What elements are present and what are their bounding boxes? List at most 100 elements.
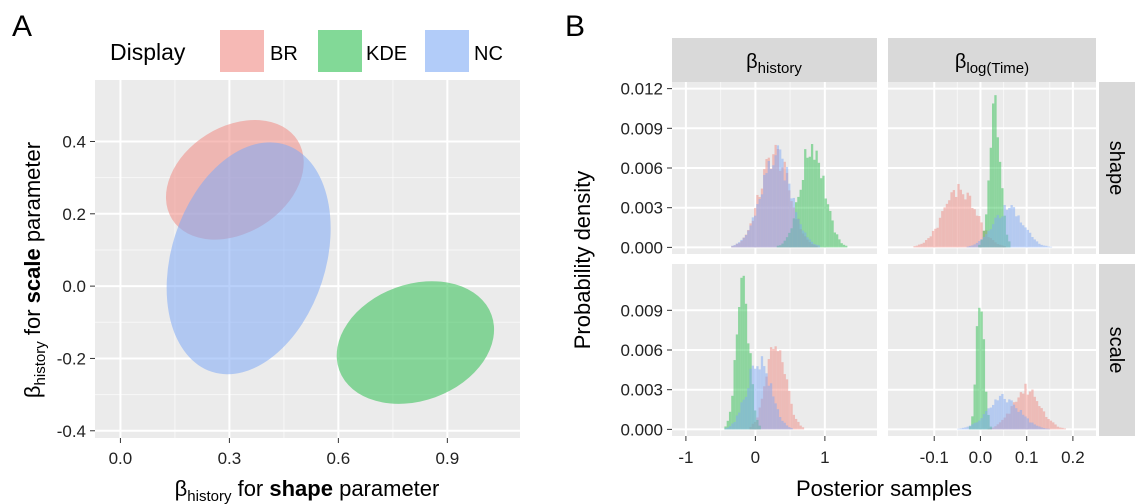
histogram-bar [934,228,937,248]
histogram-bar [1045,416,1048,430]
histogram-bar [747,343,750,430]
histogram-bar [740,277,743,430]
histogram-bar [808,156,811,248]
histogram-bar [961,427,965,430]
histogram-bar [831,220,834,248]
histogram-bar [788,390,791,430]
histogram-bar [781,420,784,430]
histogram-bar [765,173,768,248]
histogram-bar [945,203,949,248]
histogram-bar [948,200,951,248]
histogram-bar [922,242,925,248]
histogram-bar [742,237,745,248]
legend-key-br [220,30,264,72]
histogram-bar [801,230,805,248]
histogram-bar [1063,428,1066,430]
histogram-bar [1059,427,1062,430]
histogram-bar [957,183,960,248]
histogram-bar [769,169,773,248]
histogram-bar [790,403,793,430]
histogram-bar [824,198,827,248]
histogram-bar [1010,400,1013,430]
histogram-bar [971,245,974,248]
histogram-bar [792,197,795,248]
histogram-bar [785,379,789,430]
histogram-bar [973,244,976,248]
histogram-bar [801,180,805,248]
histogram-bar [996,400,999,430]
strip-col-1 [672,38,877,82]
facet-shape-2 [888,82,1096,254]
histogram-bar [785,425,789,430]
histogram-bar [1052,422,1055,430]
histogram-bar [1017,215,1020,248]
histogram-bar [978,307,981,430]
histogram-bar [724,428,727,430]
histogram-bar [924,240,928,248]
histogram-bar [799,224,802,248]
histogram-bar [975,422,979,430]
histogram-bar [806,237,809,248]
histogram-bar [929,236,932,248]
histogram-bar [987,180,990,248]
histogram-bar [1042,428,1046,430]
histogram-bar [733,360,736,430]
histogram-bar [1022,393,1025,430]
y-tick-label: 0.0 [62,277,86,296]
panel-b-strips: βhistory βlog(Time) shape scale [672,38,1135,436]
y-tick-label: 0.009 [620,119,663,138]
histogram-bar [817,162,821,248]
panel-b-x-axis-title: Posterior samples [796,476,972,501]
histogram-bar [779,417,782,430]
histogram-bar [749,368,752,430]
histogram-bar [998,395,1002,430]
histogram-bar [987,408,990,430]
x-tick-label: 0.0 [109,449,133,468]
histogram-bar [1028,422,1032,430]
histogram-bar [758,369,761,430]
y-tick-label: 0.000 [620,420,663,439]
histogram-bar [815,244,818,248]
histogram-bar [783,374,786,430]
histogram-bar [781,158,784,248]
histogram-bar [938,217,942,248]
histogram-bar [797,421,800,430]
histogram-bar [845,245,848,248]
histogram-bar [985,234,988,248]
histogram-bar [980,418,983,430]
legend-label-kde: KDE [366,43,407,65]
x-tick-label: -1 [678,448,693,467]
x-tick-label: 0 [751,448,760,467]
histogram-bar [779,350,782,430]
panel-a-x-axis-title: βhistory for shape parameter [175,476,440,504]
y-tick-label: 0.003 [620,381,663,400]
histogram-bar [1049,246,1053,248]
x-tick-label: 1 [820,448,829,467]
histogram-bar [973,384,976,430]
histogram-bar [1022,414,1025,430]
histogram-bar [968,425,972,430]
histogram-bar [840,243,843,248]
histogram-bar [1028,232,1032,248]
histogram-bar [738,307,741,430]
histogram-bar [964,199,967,248]
histogram-bar [1042,245,1046,248]
histogram-bar [998,218,1002,248]
histogram-bar [1038,406,1041,430]
histogram-bar [1010,205,1013,248]
histogram-bar [950,192,953,248]
histogram-bar [735,243,739,248]
y-tick-label: 0.2 [62,205,86,224]
histogram-bar [790,198,793,248]
histogram-bar [751,217,754,248]
histogram-bar [927,238,930,248]
histogram-bar [943,207,946,248]
histogram-bar [767,161,770,248]
histogram-bar [1045,245,1048,248]
histogram-bar [756,366,759,430]
histogram-bar [971,207,974,248]
histogram-bar [763,174,766,248]
histogram-nc [966,204,1053,248]
histogram-bar [1047,419,1050,430]
